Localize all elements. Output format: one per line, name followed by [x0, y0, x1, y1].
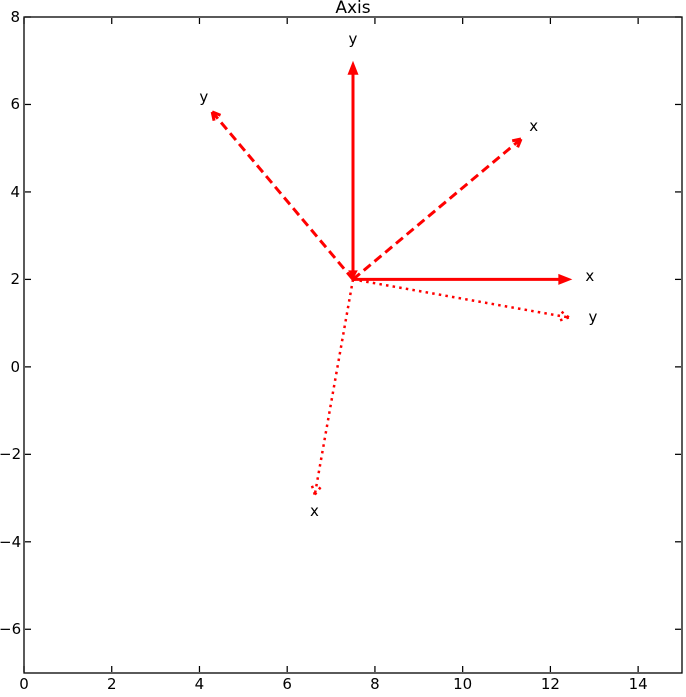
y-tick-label-8: 8 [10, 8, 20, 26]
frame-dotted-x-arrowhead-barb [313, 483, 324, 496]
x-tick-label-4: 4 [194, 675, 205, 693]
frame-dashed-x-arrowhead-barb [514, 138, 523, 152]
y-tick-label-−2: −2 [0, 445, 22, 464]
frame-dashed-y-arrow-shaft [211, 110, 355, 281]
frame-dashed-x-arrow-shaft [352, 137, 522, 281]
x-tick-label-12: 12 [540, 675, 560, 693]
frame-solid-y-arrowhead [347, 60, 359, 75]
y-tick-label-4: 4 [10, 182, 20, 201]
y-tick-label-2: 2 [10, 270, 20, 289]
frame-solid-x-arrowhead [558, 273, 573, 285]
x-tick-label-8: 8 [370, 675, 380, 693]
frame-dotted-y-arrowhead-barb [557, 308, 570, 319]
x-tick-label-2: 2 [106, 675, 117, 693]
frame-dotted-x-label: x [309, 502, 319, 521]
frame-dotted-x-arrowhead-barb [309, 481, 317, 495]
frame-dotted-y-arrowhead-barb [556, 316, 570, 323]
plot-border [23, 16, 683, 674]
frame-dashed-x-label: x [529, 117, 539, 136]
y-tick-label-−6: −6 [0, 620, 22, 639]
frame-dotted-x-arrow-shaft [313, 279, 355, 495]
x-tick-label-10: 10 [453, 675, 473, 693]
frame-dashed-x-arrowhead-barb [507, 137, 522, 144]
y-tick-label-6: 6 [10, 95, 20, 114]
frame-dashed-y-arrowhead-barb [210, 111, 217, 125]
y-tick-label-−4: −4 [0, 532, 22, 551]
frame-solid-y-label: y [348, 29, 358, 48]
plot-title: Axis [335, 0, 371, 18]
frame-dotted-y-arrow-shaft [352, 278, 570, 319]
x-tick-label-14: 14 [628, 675, 648, 693]
frame-dotted-y-label: y [588, 308, 598, 327]
x-tick-label-0: 0 [19, 675, 29, 693]
y-tick-label-0: 0 [10, 357, 20, 376]
frame-dashed-y-label: y [199, 88, 209, 107]
frame-dashed-y-arrowhead-barb [211, 110, 225, 119]
x-tick-label-6: 6 [282, 675, 292, 693]
frame-solid-y-base-arrowhead [348, 270, 358, 280]
frame-solid-x-label: x [585, 266, 595, 285]
